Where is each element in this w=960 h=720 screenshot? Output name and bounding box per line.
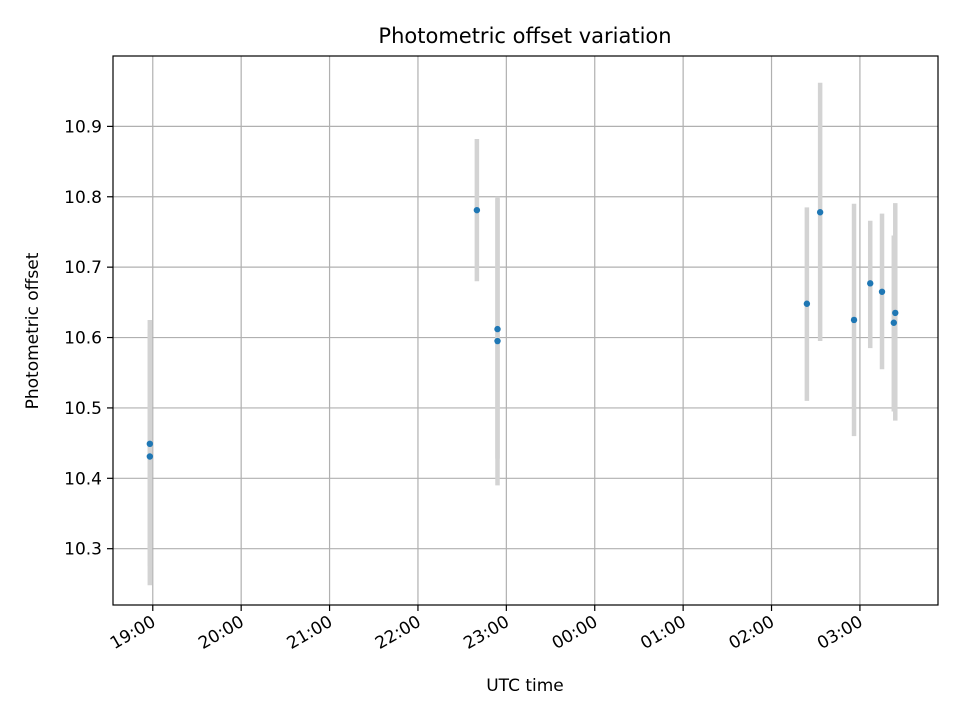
y-axis-title: Photometric offset xyxy=(23,252,43,409)
data-point xyxy=(494,325,501,333)
y-tick-label: 10.5 xyxy=(64,399,102,419)
y-tick-label: 10.4 xyxy=(64,469,102,489)
data-point xyxy=(146,440,154,448)
data-point xyxy=(146,453,154,460)
data-point xyxy=(494,337,501,345)
x-axis-title: UTC time xyxy=(486,676,564,696)
grid xyxy=(113,56,938,605)
data-point xyxy=(473,206,481,214)
data-point xyxy=(803,300,811,307)
y-tick-label: 10.8 xyxy=(64,188,102,208)
data-point xyxy=(892,309,899,317)
chart-title: Photometric offset variation xyxy=(378,24,671,48)
data-point xyxy=(816,209,824,216)
plot-frame xyxy=(112,55,939,606)
y-tick-label: 10.3 xyxy=(64,540,102,560)
data-points xyxy=(146,206,899,460)
data-point xyxy=(878,288,886,295)
y-tick-label: 10.7 xyxy=(64,258,102,278)
data-point xyxy=(867,280,874,287)
y-tick-label: 10.9 xyxy=(64,117,102,137)
data-point xyxy=(850,316,858,324)
y-tick-label: 10.6 xyxy=(64,329,102,349)
data-point xyxy=(890,319,898,326)
y-axis: 10.3 10.4 10.5 10.6 10.7 10.8 10.9 xyxy=(64,117,113,560)
